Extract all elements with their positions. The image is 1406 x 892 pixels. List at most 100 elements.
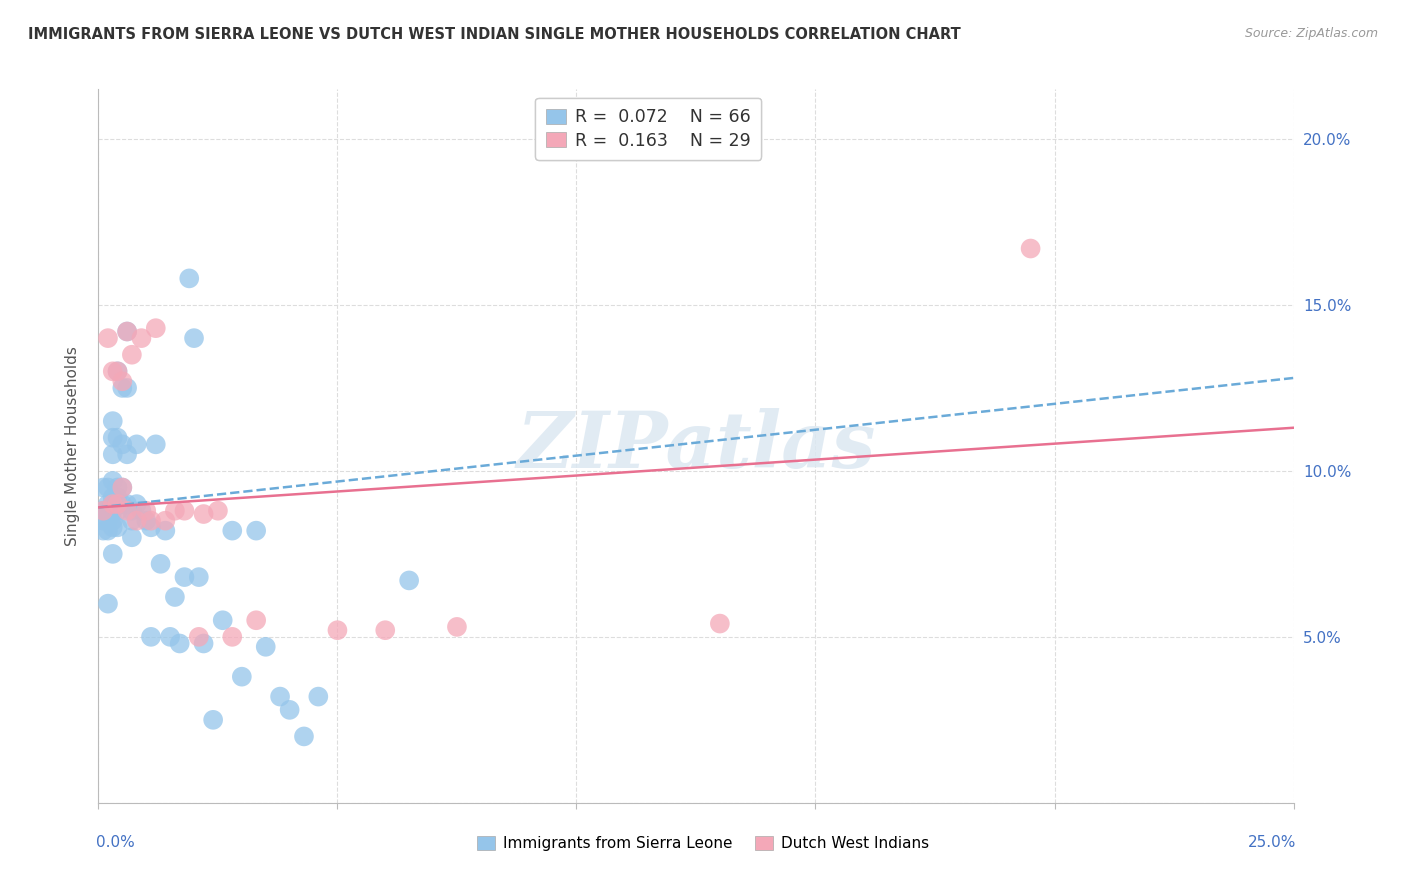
Point	[292, 730, 315, 744]
Point	[231, 670, 253, 684]
Point	[101, 491, 124, 505]
Point	[135, 504, 157, 518]
Point	[193, 636, 215, 650]
Point	[101, 414, 124, 428]
Point	[107, 504, 129, 518]
Point	[446, 620, 468, 634]
Point	[97, 331, 120, 345]
Point	[163, 504, 186, 518]
Point	[179, 271, 201, 285]
Point	[101, 514, 124, 528]
Point	[121, 530, 143, 544]
Point	[131, 331, 153, 345]
Legend: Immigrants from Sierra Leone, Dutch West Indians: Immigrants from Sierra Leone, Dutch West…	[471, 830, 935, 857]
Text: IMMIGRANTS FROM SIERRA LEONE VS DUTCH WEST INDIAN SINGLE MOTHER HOUSEHOLDS CORRE: IMMIGRANTS FROM SIERRA LEONE VS DUTCH WE…	[28, 27, 960, 42]
Point	[173, 504, 195, 518]
Point	[155, 514, 177, 528]
Point	[107, 491, 129, 505]
Point	[101, 520, 124, 534]
Point	[245, 613, 267, 627]
Y-axis label: Single Mother Households: Single Mother Households	[65, 346, 80, 546]
Point	[107, 497, 129, 511]
Text: 25.0%: 25.0%	[1247, 835, 1296, 850]
Point	[101, 474, 124, 488]
Point	[245, 524, 267, 538]
Point	[97, 504, 120, 518]
Point	[121, 348, 143, 362]
Point	[193, 507, 215, 521]
Point	[101, 504, 124, 518]
Point	[139, 520, 162, 534]
Point	[97, 514, 120, 528]
Point	[115, 325, 138, 339]
Point	[159, 630, 181, 644]
Point	[145, 321, 167, 335]
Point	[131, 504, 153, 518]
Point	[125, 437, 148, 451]
Point	[97, 481, 120, 495]
Point	[101, 364, 124, 378]
Point	[121, 504, 143, 518]
Point	[207, 504, 229, 518]
Point	[91, 524, 114, 538]
Point	[307, 690, 329, 704]
Point	[211, 613, 233, 627]
Point	[97, 497, 120, 511]
Point	[121, 514, 143, 528]
Point	[115, 325, 138, 339]
Point	[183, 331, 205, 345]
Point	[91, 481, 114, 495]
Point	[97, 597, 120, 611]
Point	[111, 437, 134, 451]
Point	[97, 507, 120, 521]
Point	[202, 713, 225, 727]
Point	[91, 504, 114, 518]
Point	[111, 497, 134, 511]
Point	[254, 640, 277, 654]
Point	[91, 504, 114, 518]
Point	[107, 364, 129, 378]
Point	[125, 514, 148, 528]
Point	[163, 590, 186, 604]
Point	[269, 690, 291, 704]
Point	[115, 504, 138, 518]
Legend: R =  0.072    N = 66, R =  0.163    N = 29: R = 0.072 N = 66, R = 0.163 N = 29	[536, 98, 761, 160]
Point	[115, 447, 138, 461]
Point	[115, 381, 138, 395]
Text: ZIPatlas: ZIPatlas	[516, 408, 876, 484]
Point	[135, 514, 157, 528]
Point	[101, 431, 124, 445]
Point	[398, 574, 420, 588]
Point	[139, 630, 162, 644]
Point	[149, 557, 172, 571]
Point	[155, 524, 177, 538]
Point	[145, 437, 167, 451]
Point	[221, 524, 243, 538]
Point	[187, 630, 209, 644]
Point	[173, 570, 195, 584]
Point	[374, 624, 396, 638]
Point	[111, 374, 134, 388]
Point	[326, 624, 349, 638]
Point	[101, 547, 124, 561]
Point	[115, 497, 138, 511]
Point	[107, 520, 129, 534]
Point	[187, 570, 209, 584]
Point	[278, 703, 301, 717]
Point	[111, 481, 134, 495]
Point	[111, 381, 134, 395]
Point	[125, 497, 148, 511]
Point	[221, 630, 243, 644]
Point	[139, 514, 162, 528]
Point	[107, 481, 129, 495]
Point	[107, 364, 129, 378]
Point	[709, 616, 731, 631]
Point	[101, 447, 124, 461]
Text: Source: ZipAtlas.com: Source: ZipAtlas.com	[1244, 27, 1378, 40]
Point	[169, 636, 191, 650]
Text: 0.0%: 0.0%	[96, 835, 135, 850]
Point	[101, 497, 124, 511]
Point	[101, 497, 124, 511]
Point	[107, 431, 129, 445]
Point	[97, 524, 120, 538]
